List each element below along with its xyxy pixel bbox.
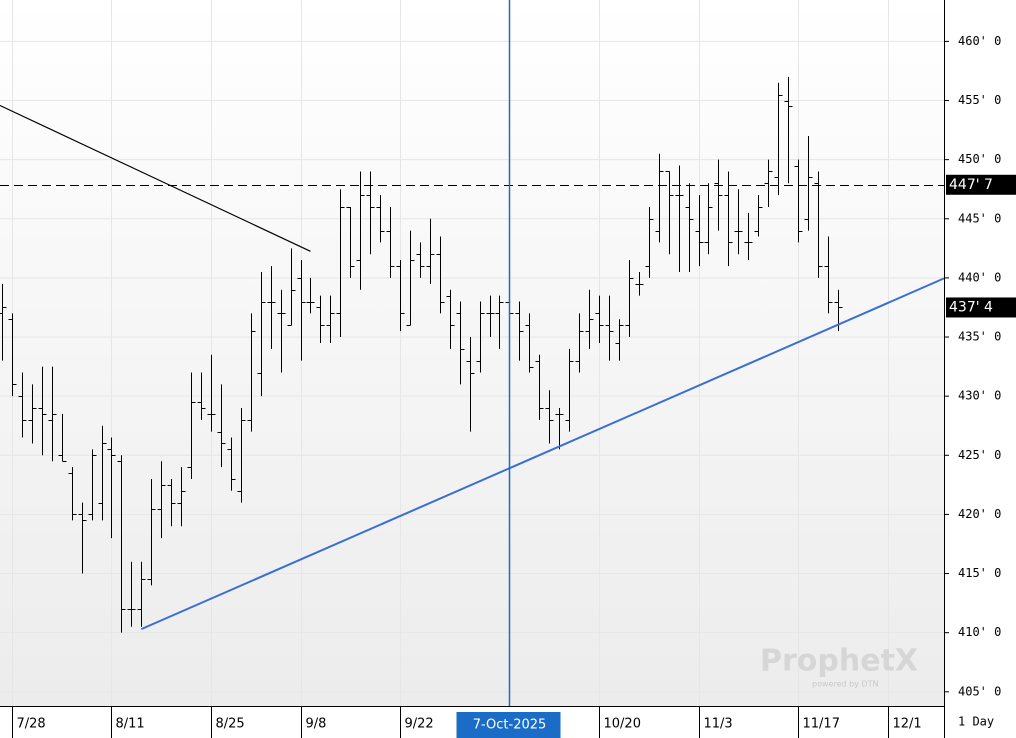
crosshair-label: 7-Oct-2025 (473, 718, 547, 733)
y-tick-label: 435' 0 (958, 330, 1001, 344)
x-tick-label: 11/17 (803, 717, 840, 732)
plot-background (0, 0, 944, 706)
trendline (0, 104, 311, 252)
x-tick-label: 11/3 (704, 717, 733, 732)
last-price-label-box (946, 297, 1016, 318)
x-tick-label: 8/25 (216, 717, 245, 732)
y-tick-label: 445' 0 (958, 211, 1001, 225)
y-tick-label: 415' 0 (958, 566, 1001, 580)
y-tick-label: 440' 0 (958, 270, 1001, 284)
crosshair-label-box (456, 712, 561, 738)
x-tick-label: 12/1 (893, 717, 922, 732)
y-tick-label: 455' 0 (958, 93, 1001, 107)
hline-label: 447' 7 (949, 177, 993, 193)
x-tick-label: 10/20 (604, 717, 641, 732)
x-tick-label: 9/8 (306, 717, 327, 732)
trendline (140, 277, 945, 631)
y-tick-label: 420' 0 (958, 507, 1001, 521)
y-tick-label: 410' 0 (958, 625, 1001, 639)
overlays (0, 0, 945, 706)
y-tick-label: 430' 0 (958, 389, 1001, 403)
interval-label: 1 Day (958, 715, 994, 729)
y-tick-label: 450' 0 (958, 152, 1001, 166)
hline-label-box (946, 174, 1016, 195)
y-tick-label: 405' 0 (958, 684, 1001, 698)
y-tick-label: 425' 0 (958, 448, 1001, 462)
x-tick-label: 8/11 (116, 717, 145, 732)
x-tick-label: 7/28 (17, 717, 46, 732)
watermark-title: ProphetX (760, 644, 918, 679)
x-tick-label: 9/22 (405, 717, 434, 732)
y-tick-label: 460' 0 (958, 34, 1001, 48)
last-price-label: 437' 4 (949, 299, 993, 315)
watermark-subtitle: powered by DTN (812, 680, 878, 689)
y-axis-panel (944, 0, 1016, 738)
